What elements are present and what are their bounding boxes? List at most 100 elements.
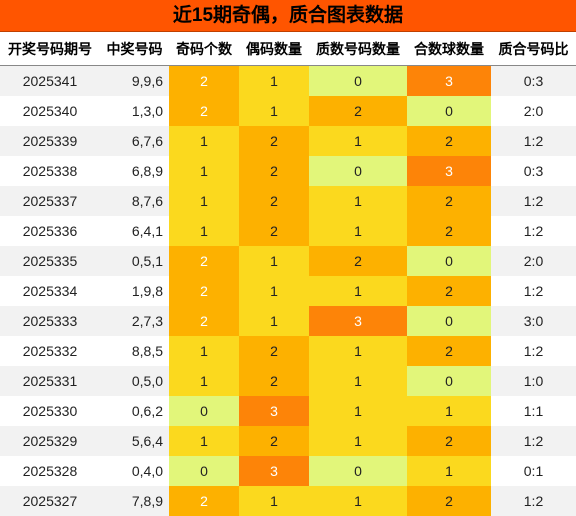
cell-odd: 2 xyxy=(169,486,239,516)
header-composite: 合数球数量 xyxy=(407,32,491,66)
cell-ratio: 0:3 xyxy=(491,65,576,96)
cell-numbers: 7,8,9 xyxy=(100,486,169,516)
table-row: 2025333 2,7,3 2 1 3 0 3:0 xyxy=(0,306,576,336)
table-row: 2025332 8,8,5 1 2 1 2 1:2 xyxy=(0,336,576,366)
cell-composite: 2 xyxy=(407,126,491,156)
cell-prime: 1 xyxy=(309,336,407,366)
cell-composite: 2 xyxy=(407,426,491,456)
cell-composite: 0 xyxy=(407,306,491,336)
table-row: 2025335 0,5,1 2 1 2 0 2:0 xyxy=(0,246,576,276)
cell-numbers: 2,7,3 xyxy=(100,306,169,336)
header-odd: 奇码个数 xyxy=(169,32,239,66)
cell-composite: 2 xyxy=(407,336,491,366)
cell-ratio: 1:1 xyxy=(491,396,576,426)
cell-even: 2 xyxy=(239,156,309,186)
cell-odd: 1 xyxy=(169,426,239,456)
cell-prime: 3 xyxy=(309,306,407,336)
cell-prime: 1 xyxy=(309,366,407,396)
cell-numbers: 8,7,6 xyxy=(100,186,169,216)
cell-odd: 0 xyxy=(169,396,239,426)
cell-prime: 2 xyxy=(309,246,407,276)
cell-issue: 2025331 xyxy=(0,366,100,396)
cell-even: 1 xyxy=(239,65,309,96)
cell-prime: 1 xyxy=(309,486,407,516)
cell-ratio: 1:2 xyxy=(491,186,576,216)
cell-composite: 0 xyxy=(407,366,491,396)
table-row: 2025334 1,9,8 2 1 1 2 1:2 xyxy=(0,276,576,306)
cell-even: 2 xyxy=(239,336,309,366)
cell-prime: 0 xyxy=(309,156,407,186)
cell-prime: 1 xyxy=(309,126,407,156)
table-row: 2025337 8,7,6 1 2 1 2 1:2 xyxy=(0,186,576,216)
table-row: 2025339 6,7,6 1 2 1 2 1:2 xyxy=(0,126,576,156)
cell-composite: 3 xyxy=(407,156,491,186)
cell-composite: 3 xyxy=(407,65,491,96)
table-row: 2025327 7,8,9 2 1 1 2 1:2 xyxy=(0,486,576,516)
cell-even: 2 xyxy=(239,186,309,216)
cell-ratio: 1:2 xyxy=(491,126,576,156)
cell-numbers: 0,5,0 xyxy=(100,366,169,396)
cell-odd: 1 xyxy=(169,336,239,366)
cell-issue: 2025340 xyxy=(0,96,100,126)
cell-ratio: 0:1 xyxy=(491,456,576,486)
cell-issue: 2025336 xyxy=(0,216,100,246)
cell-even: 3 xyxy=(239,456,309,486)
cell-even: 2 xyxy=(239,216,309,246)
cell-odd: 2 xyxy=(169,246,239,276)
cell-issue: 2025329 xyxy=(0,426,100,456)
cell-composite: 2 xyxy=(407,186,491,216)
cell-numbers: 6,8,9 xyxy=(100,156,169,186)
cell-ratio: 3:0 xyxy=(491,306,576,336)
cell-ratio: 1:2 xyxy=(491,336,576,366)
cell-even: 2 xyxy=(239,426,309,456)
cell-odd: 0 xyxy=(169,456,239,486)
cell-issue: 2025341 xyxy=(0,65,100,96)
cell-issue: 2025332 xyxy=(0,336,100,366)
cell-even: 1 xyxy=(239,276,309,306)
cell-numbers: 1,3,0 xyxy=(100,96,169,126)
cell-composite: 1 xyxy=(407,456,491,486)
cell-ratio: 1:2 xyxy=(491,216,576,246)
cell-issue: 2025334 xyxy=(0,276,100,306)
table-row: 2025341 9,9,6 2 1 0 3 0:3 xyxy=(0,65,576,96)
cell-numbers: 0,5,1 xyxy=(100,246,169,276)
header-numbers: 中奖号码 xyxy=(100,32,169,66)
cell-prime: 0 xyxy=(309,456,407,486)
data-table: 开奖号码期号 中奖号码 奇码个数 偶码数量 质数号码数量 合数球数量 质合号码比… xyxy=(0,32,576,516)
cell-composite: 0 xyxy=(407,96,491,126)
cell-even: 2 xyxy=(239,366,309,396)
cell-ratio: 2:0 xyxy=(491,96,576,126)
header-row: 开奖号码期号 中奖号码 奇码个数 偶码数量 质数号码数量 合数球数量 质合号码比 xyxy=(0,32,576,66)
cell-even: 1 xyxy=(239,306,309,336)
table-row: 2025328 0,4,0 0 3 0 1 0:1 xyxy=(0,456,576,486)
cell-odd: 1 xyxy=(169,366,239,396)
cell-numbers: 6,7,6 xyxy=(100,126,169,156)
cell-odd: 1 xyxy=(169,156,239,186)
cell-issue: 2025338 xyxy=(0,156,100,186)
cell-odd: 2 xyxy=(169,96,239,126)
table-row: 2025330 0,6,2 0 3 1 1 1:1 xyxy=(0,396,576,426)
cell-ratio: 2:0 xyxy=(491,246,576,276)
cell-composite: 2 xyxy=(407,216,491,246)
cell-odd: 1 xyxy=(169,186,239,216)
cell-issue: 2025337 xyxy=(0,186,100,216)
cell-ratio: 1:2 xyxy=(491,276,576,306)
cell-issue: 2025327 xyxy=(0,486,100,516)
cell-ratio: 0:3 xyxy=(491,156,576,186)
cell-ratio: 1:2 xyxy=(491,486,576,516)
cell-prime: 1 xyxy=(309,216,407,246)
cell-numbers: 1,9,8 xyxy=(100,276,169,306)
cell-odd: 2 xyxy=(169,276,239,306)
page-title: 近15期奇偶，质合图表数据 xyxy=(0,0,576,32)
cell-even: 1 xyxy=(239,96,309,126)
cell-composite: 1 xyxy=(407,396,491,426)
table-row: 2025340 1,3,0 2 1 2 0 2:0 xyxy=(0,96,576,126)
header-even: 偶码数量 xyxy=(239,32,309,66)
cell-composite: 0 xyxy=(407,246,491,276)
cell-numbers: 6,4,1 xyxy=(100,216,169,246)
cell-odd: 2 xyxy=(169,65,239,96)
header-ratio: 质合号码比 xyxy=(491,32,576,66)
cell-issue: 2025333 xyxy=(0,306,100,336)
cell-numbers: 8,8,5 xyxy=(100,336,169,366)
table-row: 2025338 6,8,9 1 2 0 3 0:3 xyxy=(0,156,576,186)
